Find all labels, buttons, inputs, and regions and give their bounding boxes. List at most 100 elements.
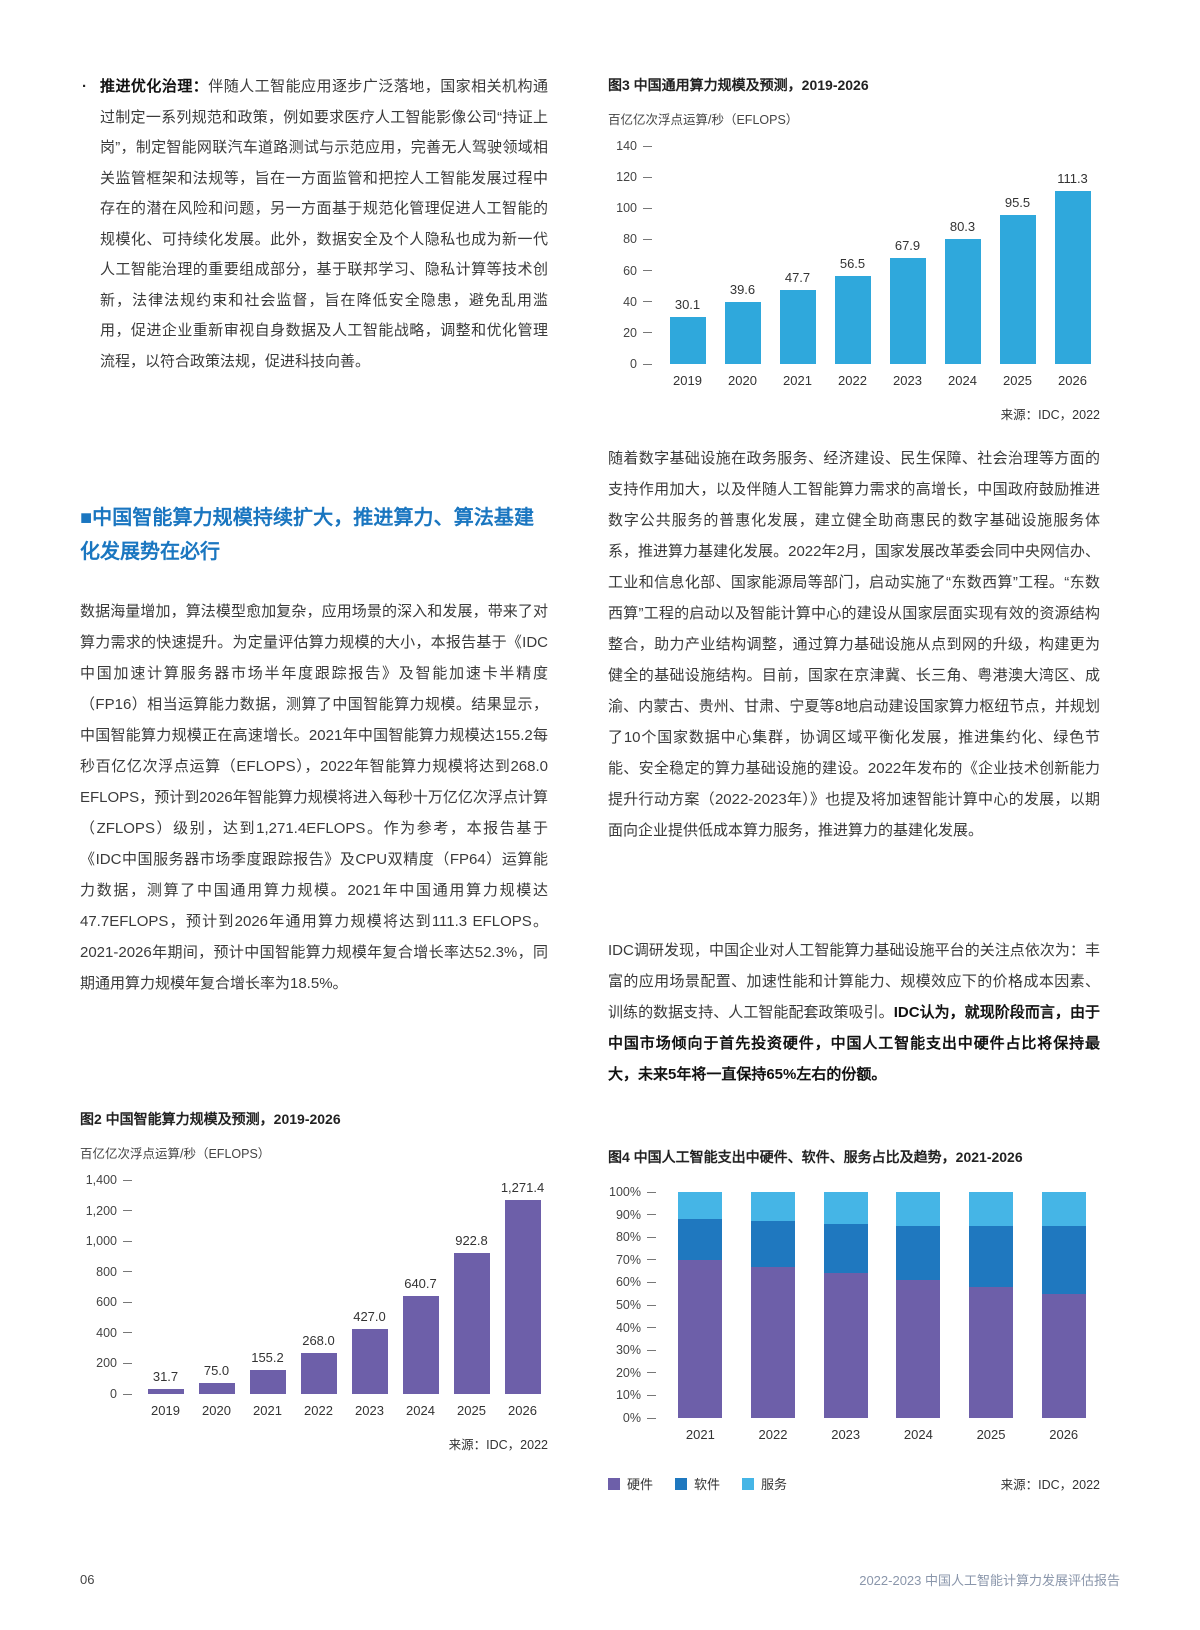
figure-3-title: 图3 中国通用算力规模及预测，2019-2026 <box>608 77 869 93</box>
compute-scale-paragraph: 数据海量增加，算法模型愈加复杂，应用场景的深入和发展，带来了对算力需求的快速提升… <box>80 603 548 992</box>
plot-column: 2021 2022 2023 2024 2025 2026 <box>664 1192 1100 1442</box>
stack-segment-软件 <box>823 1223 868 1274</box>
figure-3: 图3 中国通用算力规模及预测，2019-2026 百亿亿次浮点运算/秒（EFLO… <box>608 76 1100 423</box>
y-tick-label: 60% <box>615 1275 641 1290</box>
bar-value-label: 427.0 <box>353 1308 386 1324</box>
stack-segment-硬件 <box>678 1259 723 1418</box>
y-axis-tick: 10% <box>616 1388 656 1402</box>
y-tick-label: 600 <box>96 1295 117 1310</box>
bar-group: 80.3 <box>935 219 990 364</box>
x-axis: 2021 2022 2023 2024 2025 2026 <box>664 1427 1100 1442</box>
bar <box>779 289 816 364</box>
report-title-footer: 2022-2023 中国人工智能计算力发展评估报告 <box>859 1573 1120 1588</box>
y-axis-tick: 20% <box>616 1366 656 1380</box>
y-tick-mark <box>647 1259 656 1261</box>
y-axis-tick: 30% <box>616 1343 656 1357</box>
x-axis-label: 2024 <box>948 373 977 388</box>
bar-value-label: 111.3 <box>1057 170 1088 186</box>
bar <box>669 317 706 364</box>
x-axis-label: 2026 <box>1049 1427 1079 1442</box>
bar-value-label: 47.7 <box>784 269 811 285</box>
figure-4-source: 来源：IDC，2022 <box>1000 1478 1100 1492</box>
bar-group: 1,271.4 <box>497 1180 548 1394</box>
bar <box>351 1328 388 1394</box>
y-tick-mark <box>643 176 652 178</box>
y-axis-tick: 140 <box>616 139 652 153</box>
stacked-bar-group <box>955 1192 1028 1418</box>
x-axis-label: 2021 <box>685 1427 715 1442</box>
bar-value-label: 80.3 <box>949 219 976 234</box>
legend-label: 软件 <box>694 1477 721 1492</box>
y-tick-mark <box>647 1304 656 1306</box>
stacked-bar <box>969 1192 1014 1418</box>
bar-value-label: 56.5 <box>839 256 866 271</box>
stacked-bar-group <box>809 1192 882 1418</box>
bar-group: 75.0 <box>191 1363 242 1394</box>
y-axis-tick: 120 <box>616 170 652 184</box>
figure-2: 图2 中国智能算力规模及预测，2019-2026 百亿亿次浮点运算/秒（EFLO… <box>80 1110 548 1453</box>
y-tick-mark <box>647 1349 656 1351</box>
y-tick-label: 800 <box>96 1264 117 1279</box>
x-axis-label: 2026 <box>1058 373 1087 388</box>
x-axis: 2019 2020 2021 2022 2023 2024 2025 2026 <box>660 373 1100 388</box>
y-tick-mark <box>647 1191 656 1193</box>
page-number: 06 <box>80 1572 95 1587</box>
bar <box>724 302 761 364</box>
bar-group: 67.9 <box>880 238 935 364</box>
x-axis-label: 2022 <box>304 1403 333 1418</box>
legend-item: 硬件 <box>608 1474 653 1493</box>
idc-survey-paragraph: IDC调研发现，中国企业对人工智能算力基础设施平台的关注点依次为：丰富的应用场景… <box>608 935 1100 1090</box>
bar-value-label: 67.9 <box>894 238 921 254</box>
y-axis-tick: 800 <box>96 1265 132 1279</box>
y-axis-tick: 40 <box>623 295 652 309</box>
y-axis-tick: 400 <box>96 1326 132 1340</box>
bar <box>300 1353 337 1394</box>
chart-plot: 31.7 75.0 155.2 268.0 427.0 640.7 922.8 1,271.4 <box>140 1180 548 1394</box>
y-tick-mark <box>643 207 652 209</box>
bar <box>999 215 1036 364</box>
bar-group: 39.6 <box>715 282 770 364</box>
bar-value-label: 30.1 <box>674 297 701 313</box>
bar <box>402 1296 439 1394</box>
stack-segment-软件 <box>678 1219 723 1260</box>
bar <box>1054 190 1091 364</box>
y-tick-mark <box>647 1214 656 1216</box>
plot-column: 30.1 39.6 47.7 56.5 67.9 80.3 95.5 111.3 2019 202… <box>660 146 1100 388</box>
y-axis-tick: 1,200 <box>86 1204 132 1218</box>
bar <box>147 1389 184 1394</box>
y-tick-label: 10% <box>615 1388 641 1403</box>
stacked-bar-group <box>737 1192 810 1418</box>
y-axis-tick: 90% <box>616 1208 656 1222</box>
y-axis-tick: 1,000 <box>86 1234 132 1248</box>
y-tick-label: 1,400 <box>85 1173 117 1187</box>
bar-group: 47.7 <box>770 270 825 364</box>
stacked-bar <box>1041 1192 1086 1418</box>
y-tick-label: 80 <box>623 232 637 247</box>
bar-group: 31.7 <box>140 1369 191 1394</box>
idc-survey-normal-text: IDC调研发现，中国企业对人工智能算力基础设施平台的关注点依次为：丰富的应用场景… <box>608 942 1100 1021</box>
x-axis-label: 2019 <box>151 1403 180 1418</box>
legend-swatch <box>742 1477 755 1490</box>
y-axis-tick: 60 <box>623 264 652 278</box>
x-axis-label: 2025 <box>1003 373 1032 388</box>
y-tick-label: 120 <box>616 170 637 185</box>
page-footer: 06 2022-2023 中国人工智能计算力发展评估报告 <box>80 1570 1120 1589</box>
x-axis-label: 2021 <box>783 373 812 388</box>
figure-2-source: 来源：IDC，2022 <box>448 1438 548 1452</box>
legend-swatch <box>675 1477 688 1490</box>
y-tick-label: 70% <box>615 1252 641 1267</box>
x-axis-label: 2023 <box>355 1403 384 1418</box>
y-tick-label: 100% <box>609 1185 641 1199</box>
bar-value-label: 31.7 <box>152 1369 179 1385</box>
legend-label: 硬件 <box>627 1477 654 1492</box>
y-tick-mark <box>123 1179 132 1181</box>
section-heading: ■中国智能算力规模持续扩大，推进算力、算法基建化发展势在必行 <box>80 507 534 563</box>
governance-bullet-paragraph: · 推进优化治理：伴随人工智能应用逐步广泛落地，国家相关机构通过制定一系列规范和政… <box>80 72 548 377</box>
y-axis-tick: 70% <box>616 1253 656 1267</box>
y-tick-mark <box>123 1362 132 1364</box>
stack-segment-软件 <box>896 1225 941 1281</box>
stacked-bar-group <box>1027 1192 1100 1418</box>
y-tick-mark <box>643 145 652 147</box>
y-tick-mark <box>123 1332 132 1334</box>
y-axis-tick: 0 <box>630 357 652 371</box>
